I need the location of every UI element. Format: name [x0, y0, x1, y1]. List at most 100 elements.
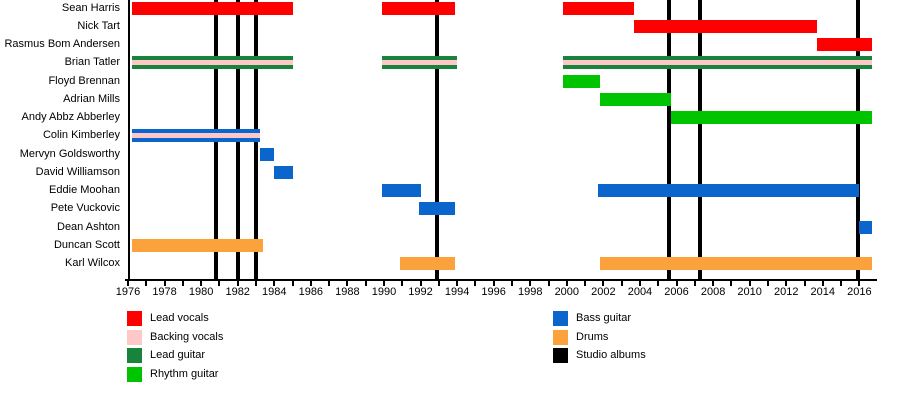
x-tick-label: 2016	[847, 286, 872, 298]
x-tick-label: 1990	[371, 286, 397, 298]
legend-swatch-studio_albums	[553, 348, 568, 363]
x-tick-label: 1992	[408, 286, 433, 298]
member-name-label: Brian Tatler	[64, 56, 120, 69]
y-axis-line	[128, 0, 130, 280]
timeline-bar	[131, 238, 264, 252]
timeline-bar	[400, 257, 456, 270]
member-name-label: Adrian Mills	[63, 92, 120, 105]
x-tick	[785, 281, 788, 286]
bar-stripes	[563, 56, 873, 70]
x-tick	[620, 281, 623, 286]
x-tick	[309, 281, 312, 286]
legend-label: Rhythm guitar	[150, 367, 219, 380]
legend-swatch-bass_guitar	[553, 311, 568, 326]
album-line	[698, 0, 703, 280]
x-tick-label: 1988	[335, 286, 360, 298]
member-name-label: Floyd Brennan	[48, 74, 120, 87]
timeline-bar	[599, 257, 873, 270]
album-line	[435, 0, 439, 280]
timeline-bar	[131, 1, 293, 15]
x-tick	[602, 281, 605, 286]
x-tick	[401, 281, 404, 286]
legend: Lead vocals Backing vocals Lead guitar Rhyt…	[0, 311, 900, 400]
x-tick	[346, 281, 349, 286]
member-name-label: Duncan Scott	[53, 238, 120, 251]
timeline-bar	[382, 1, 456, 15]
x-tick	[840, 281, 843, 286]
x-tick	[547, 281, 550, 286]
member-name-column: Sean Harris Nick Tart Rasmus Bom Andersen B…	[0, 0, 124, 280]
legend-swatch-backing_vocals	[127, 329, 142, 345]
member-name-label: Pete Vuckovic	[50, 202, 120, 215]
x-axis-line	[125, 279, 877, 281]
bar-stripes	[131, 129, 260, 143]
plot-area	[128, 0, 874, 280]
x-tick	[584, 281, 587, 286]
x-tick	[821, 281, 824, 286]
bar-stripe	[563, 60, 873, 66]
member-name-label: Mervyn Goldsworthy	[19, 147, 120, 160]
album-line	[855, 0, 860, 280]
x-tick	[803, 281, 806, 286]
x-tick	[254, 281, 257, 286]
x-tick	[273, 281, 276, 286]
x-tick-label: 1978	[152, 286, 177, 298]
x-tick	[419, 281, 422, 286]
member-name-label: Colin Kimberley	[42, 129, 120, 142]
member-name-label: David Williamson	[35, 165, 120, 178]
x-tick-label: 1976	[115, 286, 141, 298]
timeline-bar	[563, 1, 635, 15]
member-name-label: Sean Harris	[61, 1, 120, 14]
bar-stripes	[131, 56, 293, 70]
x-tick	[730, 281, 733, 286]
x-tick	[766, 281, 769, 286]
bar-stripe	[131, 60, 293, 66]
x-tick-label: 1982	[225, 286, 250, 298]
x-tick	[712, 281, 715, 286]
x-tick-label: 2002	[591, 286, 616, 298]
bar-stripe	[382, 65, 458, 70]
timeline-bar	[131, 56, 293, 70]
x-tick	[510, 281, 513, 286]
x-tick	[291, 281, 294, 286]
x-tick-label: 2010	[737, 286, 762, 298]
x-tick	[437, 281, 440, 286]
x-tick	[181, 281, 184, 286]
x-tick-label: 1980	[188, 286, 214, 298]
timeline-bar	[597, 184, 860, 197]
member-name-label: Eddie Moohan	[49, 184, 120, 196]
x-tick	[364, 281, 367, 286]
bar-stripe	[382, 56, 458, 61]
x-tick	[127, 281, 129, 286]
member-name-label: Nick Tart	[77, 19, 120, 32]
timeline-bar	[418, 202, 456, 216]
x-tick	[675, 281, 678, 286]
legend-label: Studio albums	[576, 349, 646, 361]
legend-swatch-rhythm_guitar	[127, 366, 142, 382]
x-tick	[748, 281, 751, 286]
legend-label: Lead vocals	[150, 312, 209, 324]
x-tick-label: 2012	[773, 286, 799, 298]
bar-stripe	[382, 60, 458, 66]
x-tick-label: 2008	[700, 286, 726, 298]
timeline-bar	[671, 111, 873, 124]
x-tick	[657, 281, 660, 286]
x-tick	[200, 281, 203, 286]
bar-stripe	[563, 56, 873, 61]
legend-label: Backing vocals	[150, 330, 224, 343]
x-tick	[565, 281, 568, 286]
x-tick-label: 1994	[444, 286, 470, 298]
bar-stripe	[131, 138, 260, 143]
x-tick	[328, 281, 331, 286]
x-tick-label: 2014	[810, 286, 836, 298]
timeline-bar	[563, 74, 600, 88]
bar-stripe	[563, 65, 873, 70]
x-tick	[382, 281, 385, 286]
timeline-bar	[817, 38, 873, 51]
x-tick-label: 2006	[664, 286, 689, 298]
legend-swatch-lead_vocals	[127, 311, 142, 326]
x-tick-label: 2004	[627, 286, 653, 298]
member-name-label: Andy Abbz Abberley	[21, 111, 120, 123]
timeline-bar	[274, 165, 293, 179]
